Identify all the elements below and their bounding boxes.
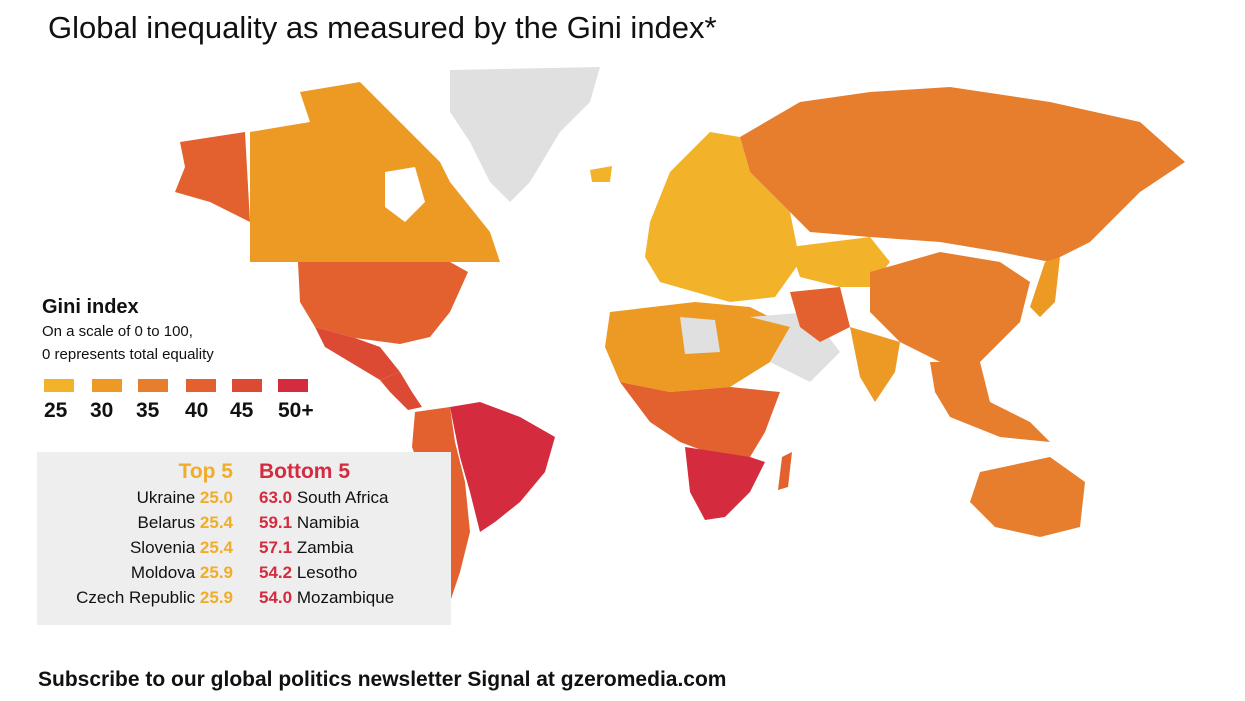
- bottom-row: 59.1 Namibia: [259, 513, 359, 533]
- legend-subtitle-line1: On a scale of 0 to 100,: [42, 323, 193, 340]
- country-name: Czech Republic: [76, 588, 196, 607]
- region-australia: [970, 457, 1085, 537]
- region-russia: [740, 87, 1185, 262]
- gini-value: 25.4: [199, 513, 233, 532]
- region-brazil: [450, 402, 555, 532]
- legend-label-45: 45: [230, 399, 254, 422]
- legend-swatch-35: [138, 379, 168, 392]
- legend-swatch-30: [92, 379, 122, 392]
- country-name: Lesotho: [296, 563, 358, 582]
- country-name: South Africa: [296, 488, 389, 507]
- country-name: Slovenia: [129, 538, 196, 557]
- region-southeast-asia: [930, 362, 1050, 442]
- country-name: Zambia: [296, 538, 354, 557]
- legend-swatch-50-plus: [278, 379, 308, 392]
- region-madagascar: [778, 452, 792, 490]
- top-row: Belarus 25.4: [138, 513, 233, 533]
- country-name: Belarus: [137, 513, 196, 532]
- country-name: Mozambique: [296, 588, 395, 607]
- page-title: Global inequality as measured by the Gin…: [48, 10, 717, 45]
- rankings-panel: Top 5 Bottom 5 Ukraine 25.0 Belarus 25.4…: [37, 452, 451, 625]
- legend-swatch-25: [44, 379, 74, 392]
- top-row: Moldova 25.9: [131, 563, 233, 583]
- legend-label-40: 40: [185, 399, 209, 422]
- newsletter-footer: Subscribe to our global politics newslet…: [38, 668, 727, 691]
- bottom-row: 57.1 Zambia: [259, 538, 354, 558]
- gini-value: 59.1: [259, 513, 293, 532]
- top-row: Ukraine 25.0: [137, 488, 233, 508]
- top-5-heading: Top 5: [178, 460, 233, 483]
- country-name: Namibia: [296, 513, 360, 532]
- country-name: Ukraine: [136, 488, 196, 507]
- region-hudson-bay: [385, 167, 425, 222]
- region-india: [850, 327, 900, 402]
- region-iran: [790, 287, 850, 342]
- top-row: Slovenia 25.4: [130, 538, 233, 558]
- top-row: Czech Republic 25.9: [76, 588, 233, 608]
- region-kazakhstan: [790, 237, 890, 287]
- region-iceland: [590, 166, 612, 182]
- region-china: [870, 252, 1030, 362]
- gini-value: 57.1: [259, 538, 293, 557]
- legend-label-35: 35: [136, 399, 160, 422]
- gini-value: 25.9: [199, 563, 233, 582]
- gini-value: 25.4: [199, 538, 233, 557]
- bottom-row: 63.0 South Africa: [259, 488, 389, 508]
- bottom-row: 54.2 Lesotho: [259, 563, 357, 583]
- gini-value: 25.0: [199, 488, 233, 507]
- region-greenland: [450, 67, 600, 202]
- gini-value: 54.0: [259, 588, 293, 607]
- gini-value: 54.2: [259, 563, 293, 582]
- region-canada: [250, 82, 500, 267]
- country-name: Moldova: [130, 563, 196, 582]
- world-map: [175, 67, 1185, 602]
- region-southern-africa: [685, 447, 765, 520]
- gini-value: 25.9: [199, 588, 233, 607]
- region-central-america: [380, 372, 422, 410]
- gini-value: 63.0: [259, 488, 293, 507]
- region-central-africa: [620, 382, 780, 457]
- legend-subtitle-line2: 0 represents total equality: [42, 346, 214, 363]
- legend: Gini index On a scale of 0 to 100, 0 rep…: [42, 296, 342, 429]
- legend-label-30: 30: [90, 399, 114, 422]
- legend-label-50-plus: 50+: [278, 399, 314, 422]
- region-mexico: [315, 327, 400, 380]
- region-japan: [1030, 257, 1060, 317]
- legend-scale: 25 30 35 40 45 50+: [42, 379, 342, 429]
- legend-swatch-45: [232, 379, 262, 392]
- region-alaska: [175, 132, 250, 222]
- legend-title: Gini index: [42, 296, 139, 318]
- region-usa: [298, 262, 468, 344]
- bottom-5-heading: Bottom 5: [259, 460, 350, 483]
- legend-swatch-40: [186, 379, 216, 392]
- legend-label-25: 25: [44, 399, 68, 422]
- bottom-row: 54.0 Mozambique: [259, 588, 394, 608]
- region-sahara-nodata: [680, 317, 720, 354]
- region-europe: [645, 132, 800, 302]
